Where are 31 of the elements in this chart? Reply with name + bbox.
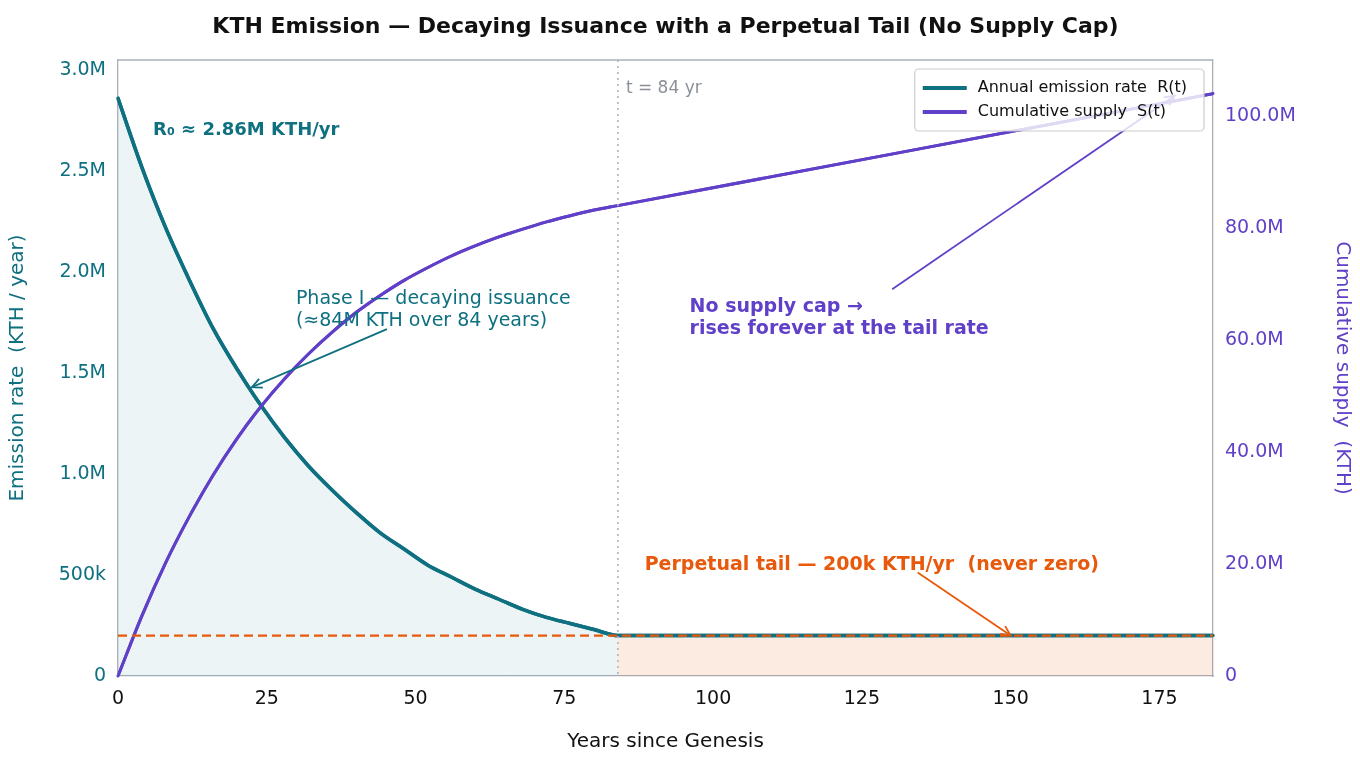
x-tick-label: 175 [1141,686,1178,709]
y2-tick-label: 20.0M [1225,550,1284,573]
y-axis-title: Emission rate (KTH / year) [4,234,29,502]
y2-axis-title: Cumulative supply (KTH) [1331,241,1356,495]
y2-tick-label: 100.0M [1225,102,1296,125]
x-tick-label: 150 [992,686,1029,709]
annotation: No supply cap → rises forever at the tail rate [689,293,989,338]
y2-tick-label: 0 [1225,662,1238,685]
y-tick-label: 1.0M [59,460,106,483]
x-tick-label: 100 [694,686,732,709]
y-tick-label: 2.0M [59,259,106,281]
y-tick-label: 3.0M [59,57,106,80]
x-tick-label: 125 [843,686,881,709]
y2-tick-label: 40.0M [1225,438,1284,461]
y-tick-label: 1.5M [59,359,106,382]
annotation: R₀ ≈ 2.86M KTH/yr [153,118,340,140]
chart-title: KTH Emission — Decaying Issuance with a Perpetual Tail (No Supply Cap) [212,12,1119,38]
x-tick-label: 50 [403,686,428,709]
legend-label: Annual emission rate R(t) [977,77,1188,97]
x-tick-label: 0 [111,686,125,709]
x-axis-title: Years since Genesis [566,728,764,753]
y2-tick-label: 80.0M [1225,214,1284,237]
ref-line-label: t = 84 yr [625,76,702,97]
y-tick-label: 0 [93,662,106,685]
y-tick-label: 2.5M [59,158,106,181]
legend-label: Cumulative supply S(t) [977,101,1166,121]
x-tick-label: 75 [552,686,577,709]
annotation: Perpetual tail — 200k KTH/yr (never zero) [644,552,1099,575]
y-tick-label: 500k [58,561,106,584]
x-tick-label: 25 [254,686,279,709]
y2-tick-label: 60.0M [1225,326,1284,349]
